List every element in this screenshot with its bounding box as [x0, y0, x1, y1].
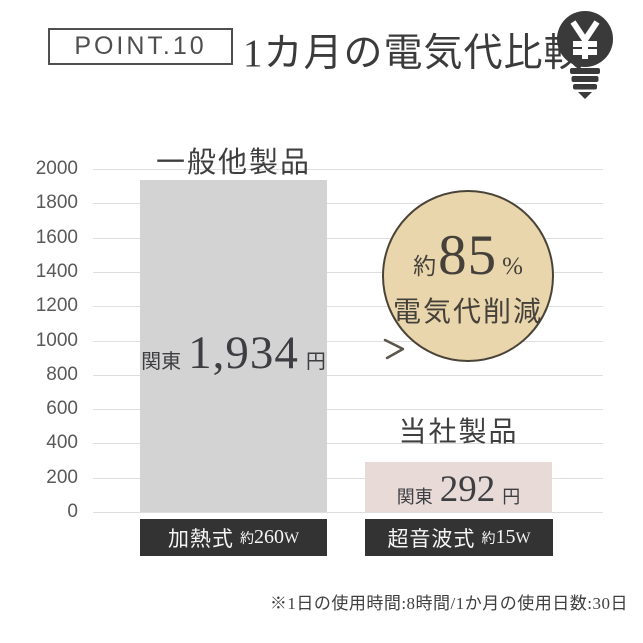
- grid-line: [93, 443, 603, 445]
- y-axis-tick-label: 1800: [35, 192, 78, 214]
- price-unit: 円: [305, 351, 326, 373]
- percent-sign: %: [502, 252, 523, 280]
- ultrasonic-type-label: 超音波式: [387, 526, 476, 551]
- usage-footnote: ※1日の使用時間:8時間/1か月の使用日数:30日: [269, 594, 628, 613]
- point-badge-label: POINT.10: [74, 32, 207, 60]
- grid-line: [93, 374, 603, 376]
- wattage-label: 約15W: [481, 526, 531, 548]
- badge-tail-icon: [383, 338, 405, 360]
- bar-label-competitor: 一般他製品: [155, 147, 311, 179]
- bar-ours: [365, 461, 552, 512]
- point-badge: POINT.10: [48, 28, 233, 65]
- grid-line: [93, 271, 603, 273]
- grid-line: [93, 203, 603, 205]
- region-label: 関東: [396, 487, 433, 507]
- value-label-competitor: 関東 1,934 円: [140, 326, 327, 380]
- y-axis-tick-label: 2000: [35, 158, 78, 179]
- price-value: 1,934: [188, 327, 299, 379]
- region-label: 関東: [141, 351, 182, 373]
- y-axis-tick-label: 1600: [35, 226, 78, 248]
- heating-type-label: 加熱式: [167, 526, 234, 551]
- approx-label: 約: [413, 253, 437, 279]
- grid-line: [93, 306, 603, 308]
- grid-line: [93, 512, 603, 513]
- wattage-label: 約260W: [239, 526, 300, 548]
- y-axis-tick-label: 800: [46, 363, 78, 385]
- percent-value: 85: [438, 223, 498, 287]
- grid-line: [93, 340, 603, 342]
- y-axis-tick-label: 600: [46, 398, 78, 420]
- yen-lightbulb-icon: [557, 11, 613, 99]
- y-axis-tick-label: 400: [46, 432, 78, 454]
- bar-competitor: [140, 180, 327, 512]
- wattage-box-ours: 超音波式 約15W: [365, 519, 553, 556]
- y-axis-tick-label: 200: [46, 466, 78, 488]
- savings-percent-row: 約 85 %: [413, 223, 523, 288]
- grid-line: [93, 169, 603, 170]
- savings-caption: 電気代削減: [392, 296, 543, 328]
- y-axis-tick-label: 1200: [35, 295, 78, 317]
- price-unit: 円: [502, 487, 521, 507]
- value-label-ours: 関東 292 円: [365, 462, 552, 512]
- y-axis-tick-label: 1000: [35, 329, 78, 351]
- grid-line: [93, 477, 603, 479]
- bar-label-ours: 当社製品: [398, 417, 519, 448]
- wattage-box-competitor: 加熱式 約260W: [140, 519, 327, 556]
- grid-line: [93, 237, 603, 239]
- grid-line: [93, 409, 603, 411]
- y-axis-tick-label: 0: [67, 501, 78, 522]
- y-axis-tick-label: 1400: [35, 260, 78, 282]
- savings-badge: 約 85 % 電気代削減: [382, 190, 554, 362]
- price-value: 292: [439, 469, 496, 510]
- page-title: 1カ月の電気代比較: [243, 32, 584, 75]
